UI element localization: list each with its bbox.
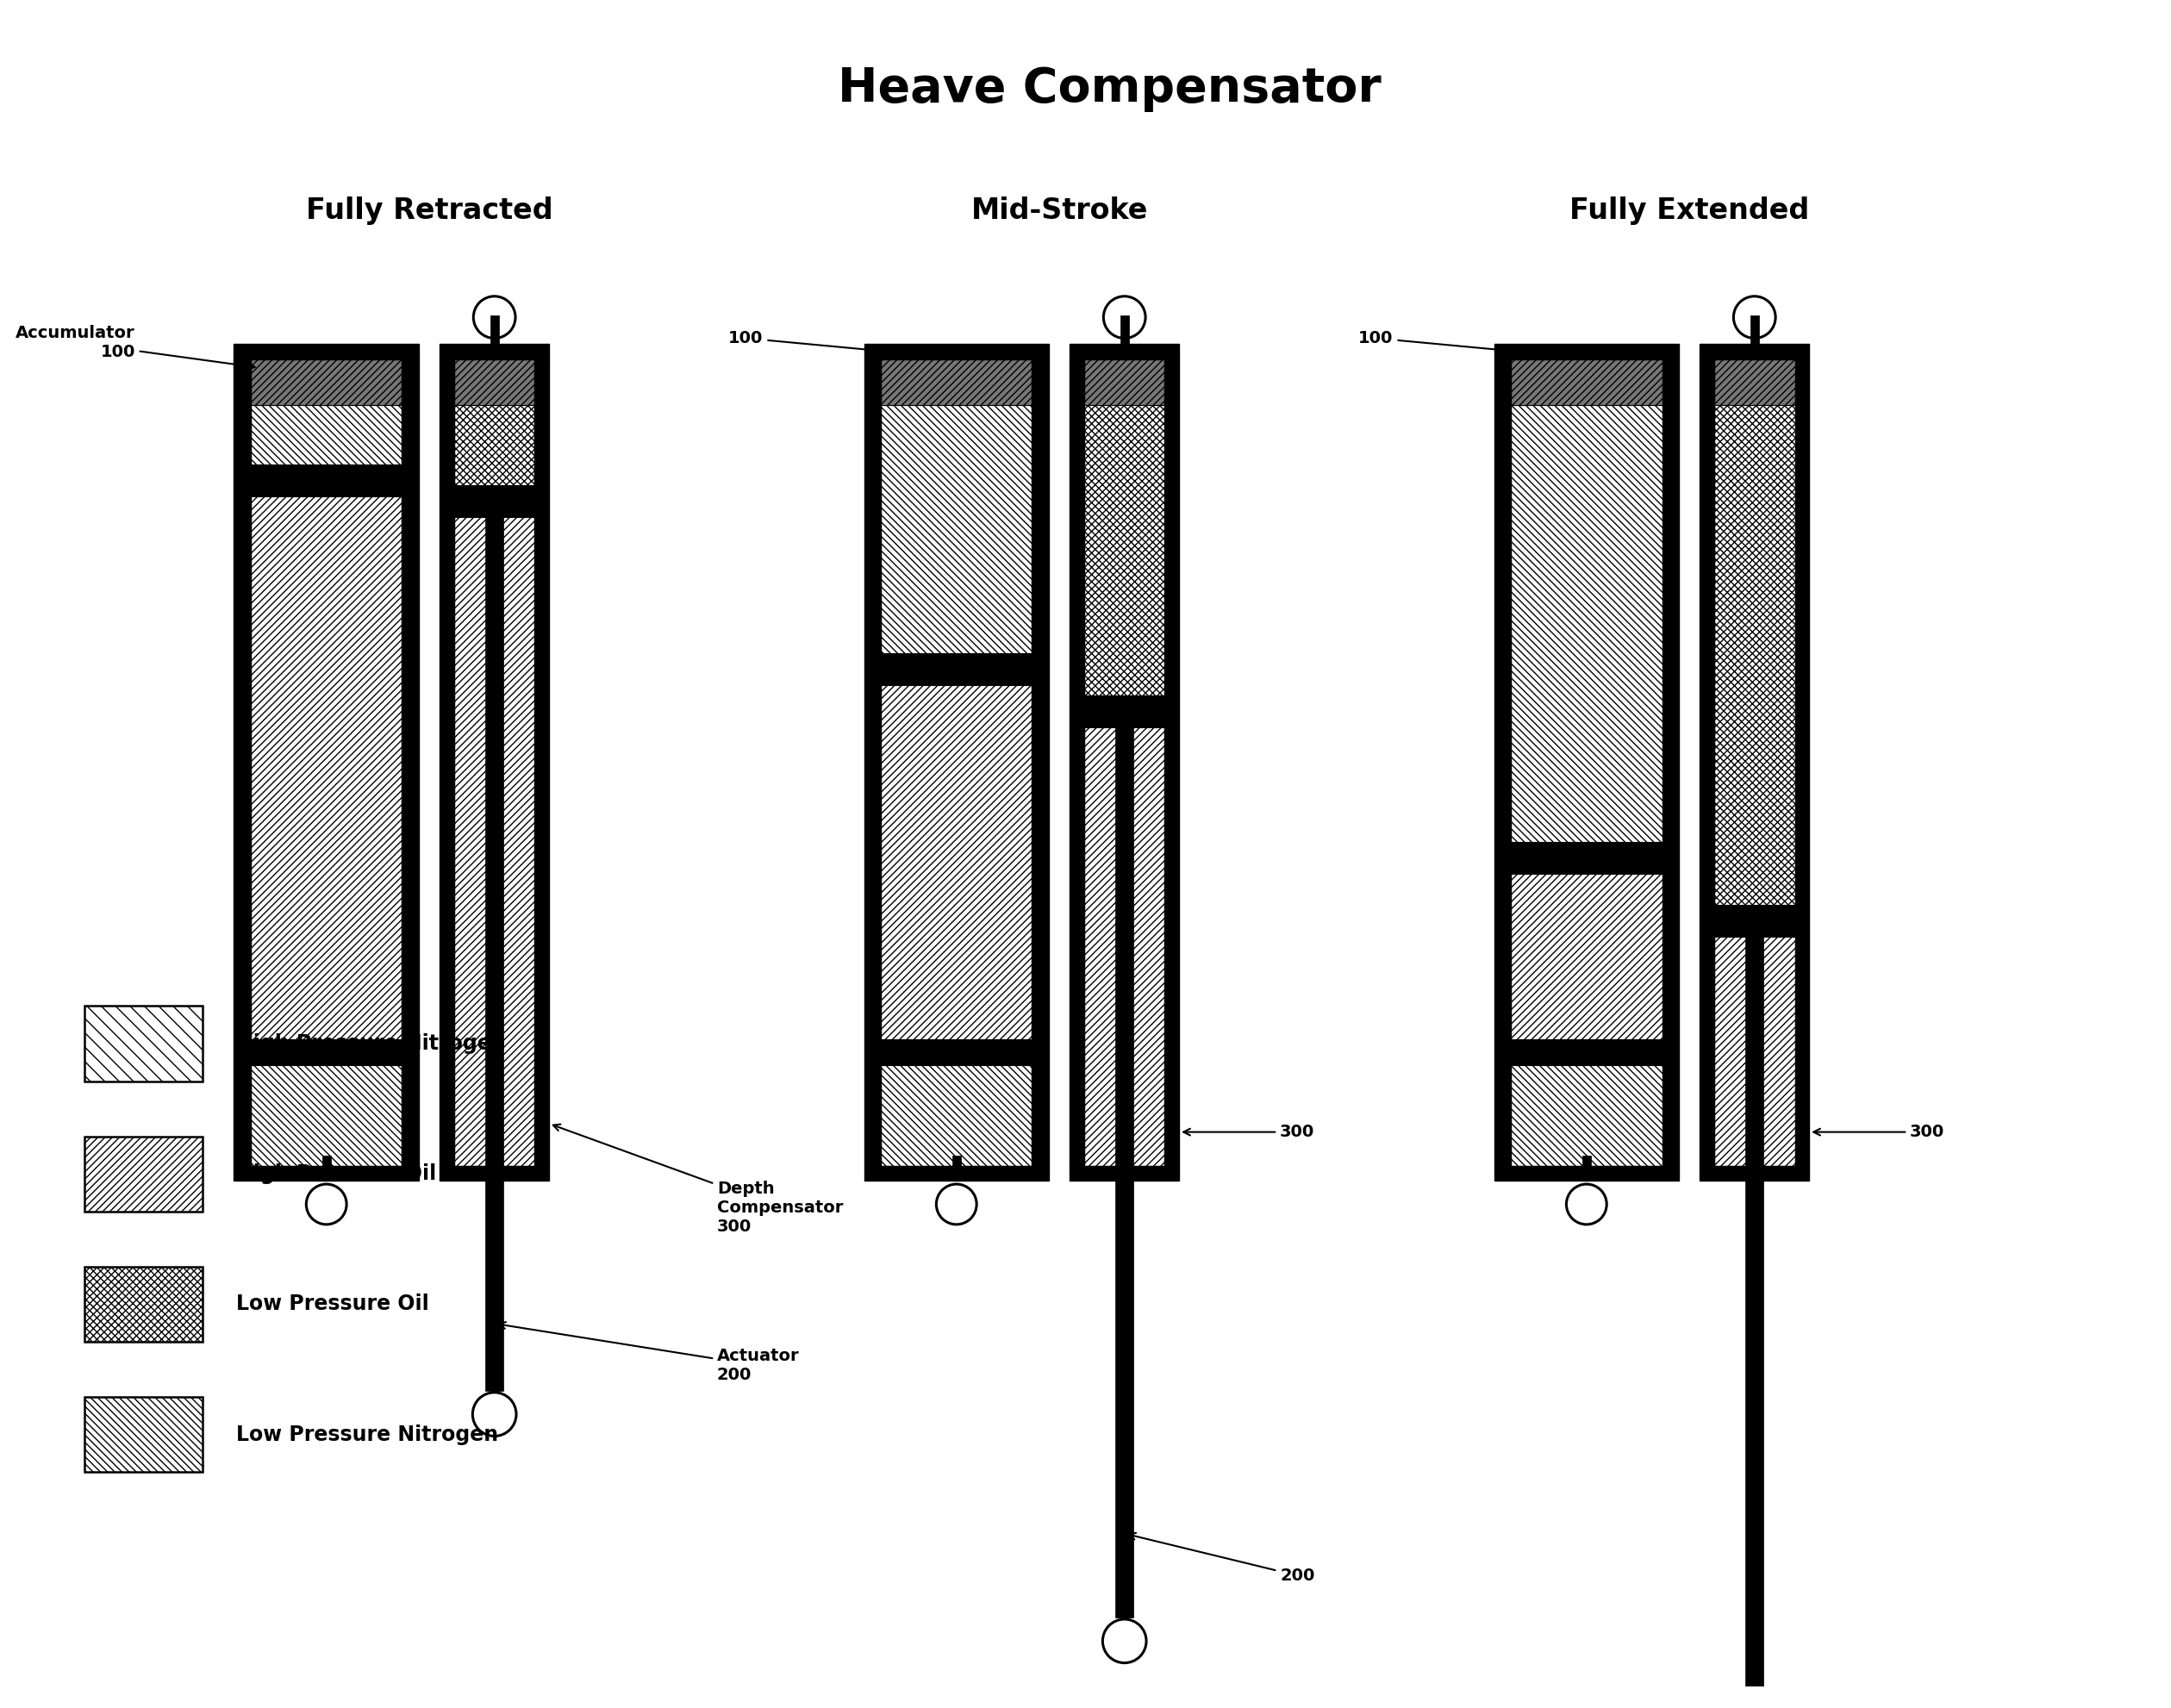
Bar: [441, 1165, 549, 1180]
Bar: [234, 359, 252, 1165]
Bar: [491, 316, 499, 343]
Bar: [953, 1156, 960, 1180]
Bar: [441, 343, 549, 359]
Text: Depth
Compensator
300: Depth Compensator 300: [554, 1124, 842, 1235]
Text: 100: 100: [729, 330, 877, 354]
Text: Low Pressure Nitrogen: Low Pressure Nitrogen: [237, 1424, 497, 1445]
Bar: [1116, 1180, 1133, 1617]
Bar: [1083, 405, 1166, 695]
Bar: [1031, 359, 1049, 1165]
Bar: [1715, 938, 1795, 1165]
Bar: [881, 359, 1031, 405]
Bar: [234, 1165, 419, 1180]
Bar: [1700, 359, 1715, 1165]
Bar: [441, 359, 454, 1165]
Bar: [1511, 405, 1663, 842]
Bar: [1745, 938, 1763, 1165]
Bar: [864, 343, 1049, 359]
Text: Actuator
200: Actuator 200: [499, 1322, 799, 1383]
Bar: [452, 485, 536, 518]
Bar: [402, 359, 419, 1165]
Bar: [1083, 728, 1166, 1165]
Bar: [1511, 874, 1663, 1040]
Text: Heave Compensator: Heave Compensator: [838, 65, 1381, 111]
Bar: [1700, 343, 1808, 359]
Bar: [881, 685, 1031, 1040]
Bar: [1511, 359, 1663, 405]
Text: 300: 300: [1813, 1124, 1945, 1141]
Bar: [1166, 359, 1179, 1165]
Bar: [864, 1165, 1049, 1180]
Bar: [1494, 1165, 1678, 1180]
Bar: [252, 405, 402, 465]
Bar: [1715, 359, 1795, 405]
Bar: [85, 1266, 202, 1342]
Circle shape: [306, 1184, 347, 1225]
Circle shape: [473, 1392, 517, 1436]
Circle shape: [473, 295, 515, 338]
Text: Mid-Stroke: Mid-Stroke: [970, 196, 1148, 225]
Bar: [85, 1136, 202, 1213]
Bar: [454, 518, 534, 1165]
Bar: [1083, 695, 1166, 728]
Text: 200: 200: [1129, 1532, 1316, 1583]
Bar: [1750, 316, 1759, 343]
Bar: [321, 1156, 330, 1180]
Circle shape: [1103, 1619, 1146, 1664]
Bar: [1120, 316, 1129, 343]
Bar: [1070, 1165, 1179, 1180]
Text: High Pressure Oil: High Pressure Oil: [237, 1163, 436, 1184]
Bar: [1795, 359, 1808, 1165]
Text: Fully Retracted: Fully Retracted: [306, 196, 554, 225]
Bar: [252, 495, 402, 1040]
Bar: [250, 465, 404, 495]
Bar: [881, 1064, 1031, 1165]
Text: Low Pressure Oil: Low Pressure Oil: [237, 1295, 430, 1315]
Bar: [1494, 343, 1678, 359]
Circle shape: [1103, 295, 1146, 338]
Bar: [234, 343, 419, 359]
Bar: [454, 359, 534, 405]
Bar: [879, 652, 1033, 685]
Text: High Pressure Nitrogen: High Pressure Nitrogen: [237, 1033, 506, 1054]
Bar: [1663, 359, 1678, 1165]
Bar: [1494, 359, 1511, 1165]
Bar: [1116, 728, 1133, 1165]
Bar: [85, 1006, 202, 1081]
Bar: [484, 1180, 504, 1390]
Bar: [252, 1064, 402, 1165]
Bar: [879, 1040, 1033, 1064]
Bar: [1583, 1156, 1591, 1180]
Bar: [1509, 842, 1663, 874]
Circle shape: [1732, 295, 1776, 338]
Bar: [85, 1397, 202, 1472]
Circle shape: [936, 1184, 977, 1225]
Bar: [1713, 905, 1798, 938]
Text: 300: 300: [1183, 1124, 1316, 1141]
Bar: [1070, 343, 1179, 359]
Text: 100: 100: [1359, 330, 1507, 354]
Bar: [1700, 1165, 1808, 1180]
Text: Fully Extended: Fully Extended: [1570, 196, 1808, 225]
Bar: [1070, 359, 1083, 1165]
Bar: [534, 359, 549, 1165]
Text: Accumulator
100: Accumulator 100: [15, 325, 254, 369]
Bar: [1511, 1064, 1663, 1165]
Bar: [864, 359, 881, 1165]
Bar: [491, 1366, 499, 1390]
Bar: [250, 1040, 404, 1064]
Bar: [1120, 1592, 1129, 1617]
Bar: [881, 405, 1031, 652]
Bar: [1715, 405, 1795, 905]
Bar: [454, 405, 534, 485]
Bar: [484, 518, 504, 1165]
Bar: [1745, 1180, 1763, 1708]
Bar: [1083, 359, 1166, 405]
Bar: [252, 359, 402, 405]
Bar: [1509, 1040, 1663, 1064]
Circle shape: [1565, 1184, 1607, 1225]
